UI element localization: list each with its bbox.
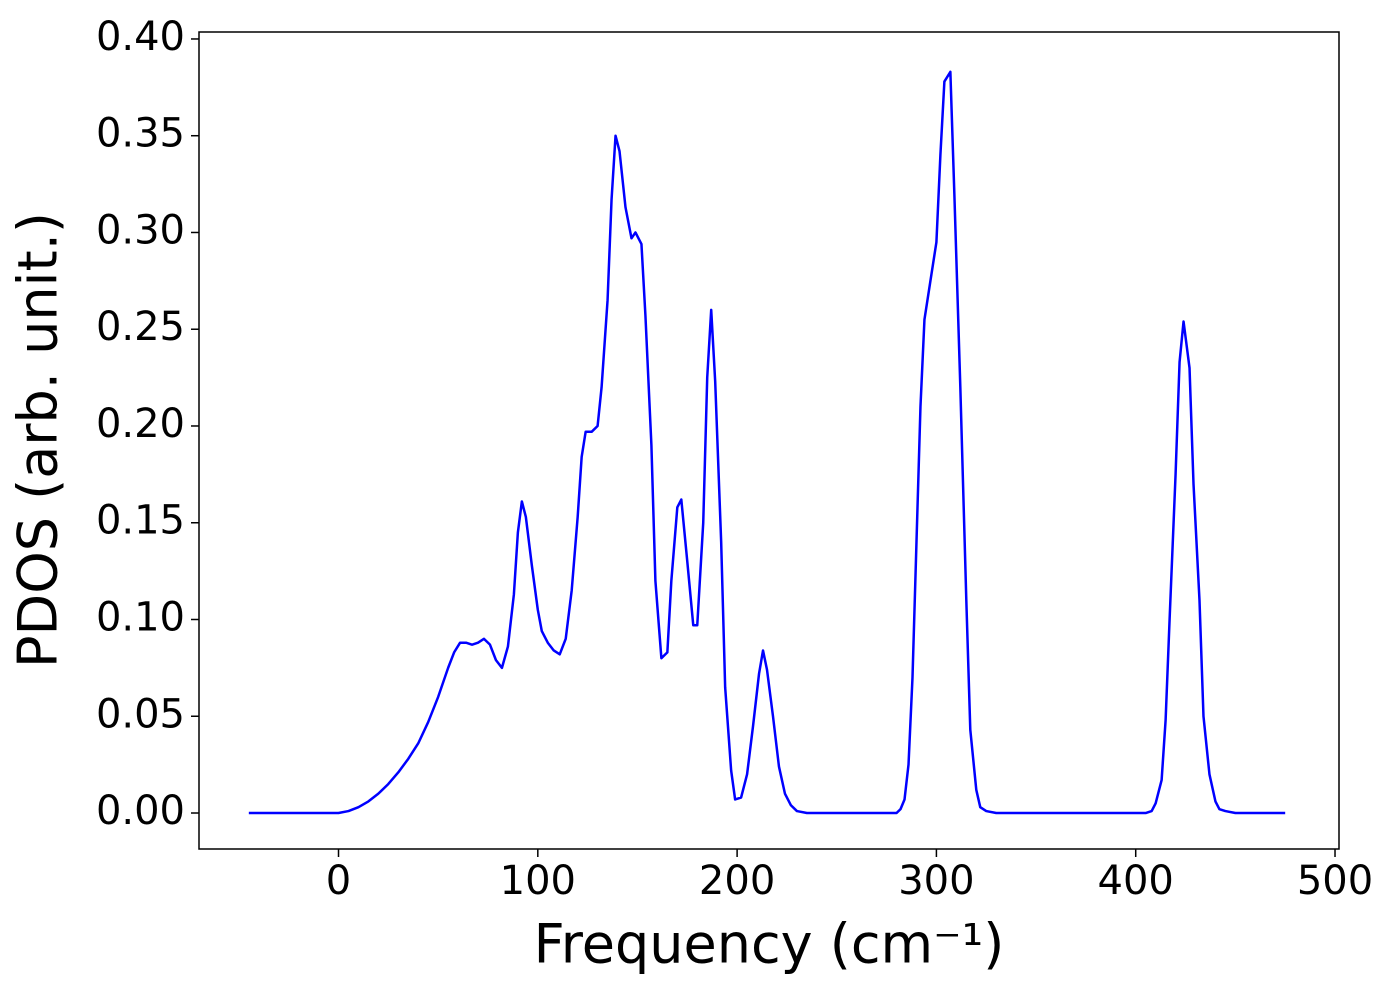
- y-tick-label: 0.10: [96, 594, 185, 640]
- x-tick-label: 0: [326, 858, 351, 904]
- y-tick-label: 0.00: [96, 788, 185, 834]
- y-tick-label: 0.20: [96, 401, 185, 447]
- data-line: [248, 70, 1286, 815]
- y-tick-label: 0.15: [96, 498, 185, 544]
- x-axis-label: Frequency (cm⁻¹): [534, 913, 1005, 976]
- x-tick-label: 300: [898, 858, 974, 904]
- y-tick-label: 0.25: [96, 304, 185, 350]
- y-axis-label: PDOS (arb. unit.): [7, 212, 70, 668]
- x-tick-label: 400: [1098, 858, 1174, 904]
- y-tick-label: 0.05: [96, 691, 185, 737]
- x-tick-label: 100: [500, 858, 576, 904]
- y-tick-label: 0.30: [96, 207, 185, 253]
- plot-frame: [198, 31, 1340, 850]
- y-tick-label: 0.35: [96, 111, 185, 157]
- y-tick-label: 0.40: [96, 14, 185, 60]
- x-tick-label: 500: [1297, 858, 1373, 904]
- x-tick-label: 200: [699, 858, 775, 904]
